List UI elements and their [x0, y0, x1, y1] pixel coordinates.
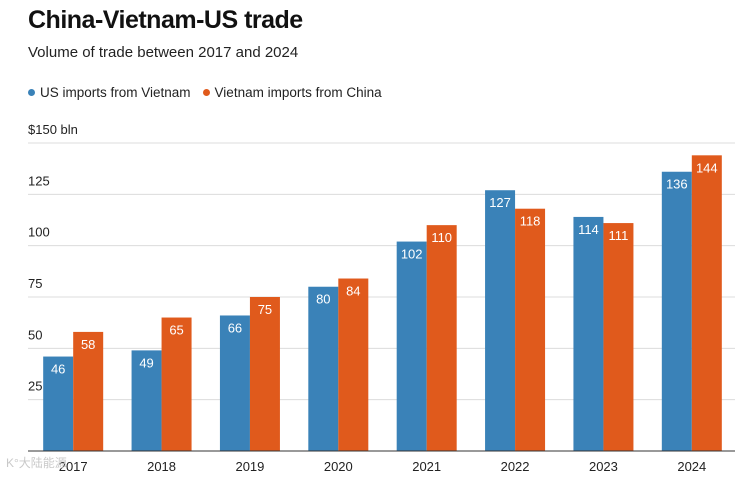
- x-tick-label: 2022: [501, 459, 530, 474]
- y-tick-label: 75: [28, 276, 42, 291]
- y-tick-label: $150 bln: [28, 122, 78, 137]
- data-label: 65: [169, 323, 183, 338]
- x-tick-label: 2017: [59, 459, 88, 474]
- legend-dot-blue: [28, 89, 35, 96]
- bar-us-imports: [219, 315, 250, 451]
- data-label: 58: [81, 337, 95, 352]
- bar-vietnam-imports: [426, 225, 457, 451]
- data-label: 144: [696, 160, 718, 175]
- bar-us-imports: [573, 216, 604, 451]
- data-label: 111: [609, 228, 629, 243]
- legend-label-vietnam-imports: Vietnam imports from China: [214, 85, 382, 100]
- x-tick-label: 2021: [412, 459, 441, 474]
- y-tick-label: 125: [28, 173, 50, 188]
- bar-vietnam-imports: [515, 208, 546, 451]
- data-label: 102: [401, 247, 423, 262]
- bar-vietnam-imports: [249, 297, 280, 451]
- bar-us-imports: [661, 171, 692, 451]
- bar-vietnam-imports: [73, 331, 104, 451]
- data-label: 80: [316, 292, 330, 307]
- bar-vietnam-imports: [338, 278, 369, 451]
- legend-item-vietnam-imports: Vietnam imports from China: [202, 85, 382, 100]
- y-tick-label: 50: [28, 327, 42, 342]
- bar-us-imports: [485, 190, 516, 451]
- data-label: 66: [228, 320, 242, 335]
- data-label: 84: [346, 284, 360, 299]
- legend-item-us-imports: US imports from Vietnam: [28, 85, 191, 100]
- data-label: 49: [139, 355, 153, 370]
- x-tick-label: 2023: [589, 459, 618, 474]
- data-label: 136: [666, 177, 688, 192]
- x-tick-label: 2018: [147, 459, 176, 474]
- chart-title: China-Vietnam-US trade: [28, 6, 303, 34]
- legend-label-us-imports: US imports from Vietnam: [40, 85, 191, 100]
- y-tick-label: 100: [28, 225, 50, 240]
- data-label: 46: [51, 362, 65, 377]
- bar-vietnam-imports: [161, 317, 192, 451]
- data-label: 127: [489, 195, 511, 210]
- bar-vietnam-imports: [603, 223, 634, 451]
- x-tick-label: 2020: [324, 459, 353, 474]
- legend: US imports from Vietnam Vietnam imports …: [28, 85, 394, 100]
- x-tick-label: 2024: [677, 459, 706, 474]
- data-label: 114: [578, 222, 599, 237]
- data-label: 75: [258, 302, 272, 317]
- chart-subtitle: Volume of trade between 2017 and 2024: [28, 44, 299, 61]
- bar-vietnam-imports: [691, 155, 722, 451]
- bar-us-imports: [396, 241, 427, 451]
- y-tick-label: 25: [28, 379, 42, 394]
- data-label: 118: [520, 214, 541, 229]
- bar-us-imports: [308, 286, 339, 451]
- bar-us-imports: [43, 356, 74, 451]
- bar-us-imports: [131, 350, 162, 451]
- watermark: K°大陆能源: [6, 456, 67, 470]
- data-label: 110: [431, 230, 452, 245]
- x-tick-label: 2019: [235, 459, 264, 474]
- legend-dot-orange: [202, 89, 210, 96]
